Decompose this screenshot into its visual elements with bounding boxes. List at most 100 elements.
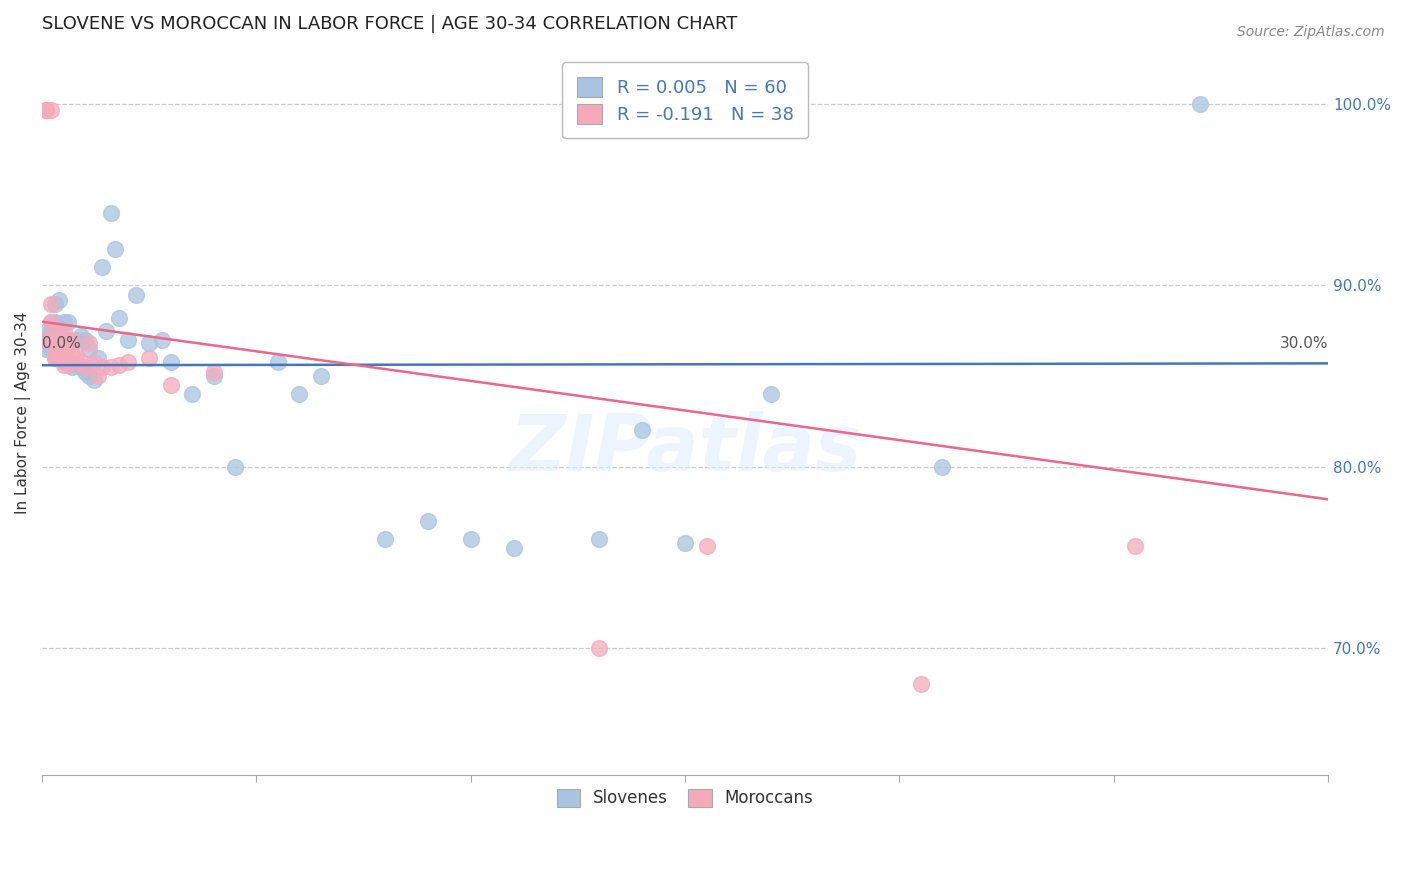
Point xyxy=(48,333,70,347)
Point xyxy=(60,333,83,347)
Text: 0.0%: 0.0% xyxy=(42,336,82,351)
Point xyxy=(87,369,110,384)
Point xyxy=(77,369,100,384)
Point xyxy=(35,103,58,117)
Point xyxy=(224,459,246,474)
Point xyxy=(309,369,332,384)
Point xyxy=(39,333,62,347)
Point xyxy=(104,242,127,256)
Point xyxy=(65,358,87,372)
Point xyxy=(931,459,953,474)
Point xyxy=(39,333,62,347)
Point xyxy=(56,315,79,329)
Point xyxy=(60,347,83,361)
Point xyxy=(65,333,87,347)
Point xyxy=(39,315,62,329)
Point xyxy=(48,351,70,365)
Point xyxy=(588,532,610,546)
Point xyxy=(56,333,79,347)
Point xyxy=(159,378,181,392)
Point xyxy=(48,336,70,351)
Point xyxy=(138,336,160,351)
Point xyxy=(181,387,204,401)
Point xyxy=(39,296,62,310)
Point xyxy=(44,296,66,310)
Point xyxy=(83,354,105,368)
Point xyxy=(48,351,70,365)
Point xyxy=(100,206,122,220)
Point xyxy=(39,315,62,329)
Point xyxy=(44,324,66,338)
Point xyxy=(48,293,70,307)
Point xyxy=(48,347,70,361)
Point xyxy=(60,359,83,374)
Point xyxy=(117,354,139,368)
Point xyxy=(35,333,58,347)
Point xyxy=(108,311,131,326)
Point xyxy=(52,358,75,372)
Legend: Slovenes, Moroccans: Slovenes, Moroccans xyxy=(547,779,824,817)
Point xyxy=(202,366,225,380)
Point xyxy=(44,351,66,365)
Point xyxy=(69,359,91,374)
Point xyxy=(91,260,114,275)
Point xyxy=(52,333,75,347)
Point xyxy=(91,359,114,374)
Point xyxy=(588,640,610,655)
Point xyxy=(202,369,225,384)
Point xyxy=(502,541,524,556)
Point xyxy=(1123,540,1146,554)
Point xyxy=(73,366,96,380)
Point xyxy=(1188,97,1211,112)
Text: SLOVENE VS MOROCCAN IN LABOR FORCE | AGE 30-34 CORRELATION CHART: SLOVENE VS MOROCCAN IN LABOR FORCE | AGE… xyxy=(42,15,738,33)
Point xyxy=(52,347,75,361)
Point xyxy=(77,336,100,351)
Point xyxy=(39,342,62,356)
Point xyxy=(52,324,75,338)
Point xyxy=(69,354,91,368)
Point xyxy=(44,333,66,347)
Point xyxy=(35,333,58,347)
Text: Source: ZipAtlas.com: Source: ZipAtlas.com xyxy=(1237,25,1385,39)
Point xyxy=(56,358,79,372)
Point xyxy=(759,387,782,401)
Text: 30.0%: 30.0% xyxy=(1279,336,1329,351)
Point xyxy=(65,347,87,361)
Text: ZIPatlas: ZIPatlas xyxy=(509,410,862,486)
Point xyxy=(267,354,290,368)
Point xyxy=(83,373,105,387)
Point xyxy=(159,354,181,368)
Point xyxy=(108,358,131,372)
Point xyxy=(44,324,66,338)
Point xyxy=(631,424,654,438)
Point xyxy=(288,387,311,401)
Point xyxy=(117,333,139,347)
Point xyxy=(910,677,932,691)
Point xyxy=(35,324,58,338)
Point xyxy=(125,287,148,301)
Point xyxy=(673,536,696,550)
Point xyxy=(73,333,96,347)
Point xyxy=(696,540,718,554)
Point xyxy=(48,324,70,338)
Point xyxy=(39,103,62,117)
Point xyxy=(460,532,482,546)
Point xyxy=(52,315,75,329)
Point xyxy=(73,359,96,374)
Point xyxy=(39,324,62,338)
Point xyxy=(52,354,75,368)
Point xyxy=(416,514,439,528)
Point xyxy=(35,342,58,356)
Point xyxy=(69,329,91,343)
Point xyxy=(44,351,66,365)
Point xyxy=(374,532,396,546)
Point xyxy=(100,359,122,374)
Point xyxy=(56,336,79,351)
Point xyxy=(87,351,110,365)
Point xyxy=(150,333,173,347)
Point xyxy=(96,324,118,338)
Point xyxy=(44,333,66,347)
Y-axis label: In Labor Force | Age 30-34: In Labor Force | Age 30-34 xyxy=(15,311,31,514)
Point xyxy=(60,336,83,351)
Point xyxy=(44,315,66,329)
